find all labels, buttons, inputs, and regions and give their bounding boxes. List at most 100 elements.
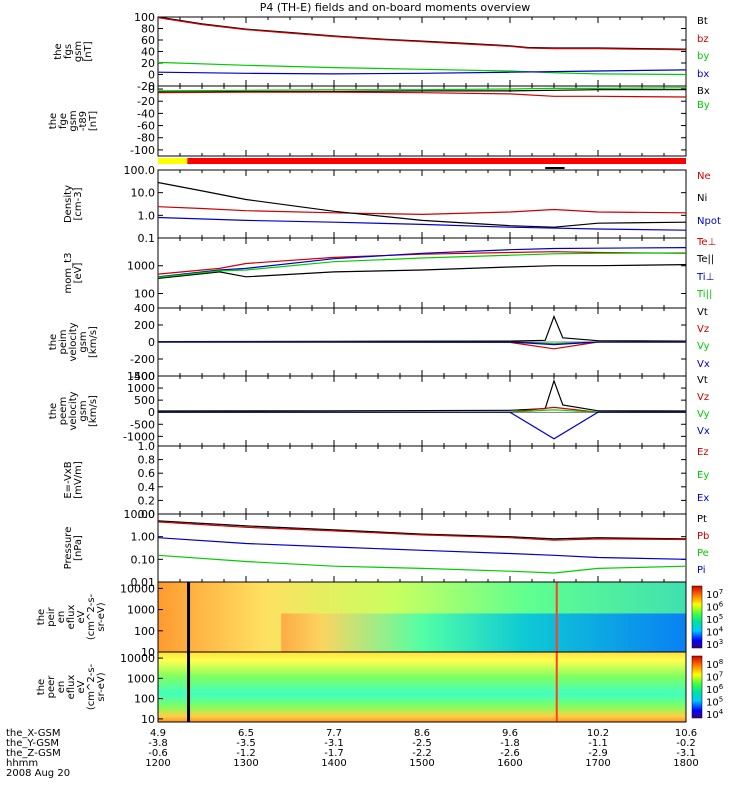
panel-frame xyxy=(157,513,687,583)
y-axis-label: gsm xyxy=(73,41,84,62)
x-axis-value: -1.1 xyxy=(588,738,608,749)
colorbar-tick-label: 106 xyxy=(706,683,724,696)
panel-5: 400 200 0 -200 -400 the peim velocity gsm [km/s] V… xyxy=(48,302,710,383)
legend-entry: Te|| xyxy=(696,254,714,265)
y-axis-label: [mV/m] xyxy=(73,461,84,499)
y-tick-label: 100 xyxy=(134,693,155,706)
x-axis-row-label: the_Y-GSM xyxy=(6,738,59,749)
y-tick-label: -80 xyxy=(137,132,155,145)
y-tick-label: -20 xyxy=(137,95,155,108)
panel-frame xyxy=(157,169,687,239)
series-line-Npot xyxy=(157,216,687,231)
date-label: 2008 Aug 20 xyxy=(6,768,70,779)
y-tick-label: 1500 xyxy=(127,370,155,383)
x-axis-value: 7.7 xyxy=(326,728,342,739)
y-axis-label: [km/s] xyxy=(88,395,99,427)
x-axis-value: 1300 xyxy=(233,758,258,769)
legend-entry: by xyxy=(697,51,709,62)
y-axis-label: gsm xyxy=(78,331,89,352)
legend-entry: Vt xyxy=(697,375,708,386)
y-tick-label: 1000 xyxy=(127,604,155,617)
mode-bar-segment xyxy=(158,158,188,164)
series-line-bx xyxy=(157,69,687,75)
x-axis-value: 1200 xyxy=(145,758,170,769)
colorbar-tick-label: 108 xyxy=(706,658,723,671)
legend-entry: Bx xyxy=(697,86,710,97)
y-tick-label: -400 xyxy=(130,370,155,383)
colorbar-tick-label: 106 xyxy=(706,601,724,614)
spectrogram-2: 10000 1000 100 10 the peer en eflux eV (cm^2-s-sr… xyxy=(36,651,724,726)
y-tick-label: 1.00 xyxy=(131,531,156,544)
y-tick-label: 0 xyxy=(148,336,155,349)
x-axis-row-label: hhmm xyxy=(6,758,38,769)
legend-entry: Pb xyxy=(697,531,709,542)
x-axis-value: 1500 xyxy=(409,758,434,769)
y-axis-label: the xyxy=(36,679,47,695)
y-axis-label: Pressure xyxy=(63,527,74,570)
y-axis-label: velocity xyxy=(68,391,79,430)
y-axis-label: (cm^2-s- xyxy=(86,593,97,640)
y-tick-label: 400 xyxy=(134,302,155,315)
y-tick-label: 10 xyxy=(141,713,155,726)
x-axis-value: -3.1 xyxy=(676,748,696,759)
x-axis-row-label: the_X-GSM xyxy=(6,728,60,739)
series-line-Bz xyxy=(157,91,687,98)
legend-entry: bx xyxy=(697,69,709,80)
y-tick-label: -200 xyxy=(130,353,155,366)
x-axis-value: 6.5 xyxy=(238,728,254,739)
legend-entry: By xyxy=(697,100,710,111)
panel-8: 10.00 1.00 0.10 0.01 Pressure [nPa] Pt Pb Pe Pi xyxy=(63,508,709,589)
legend-entry: Vz xyxy=(697,324,709,335)
y-axis-label: the xyxy=(53,43,64,59)
y-axis-label: fgs xyxy=(63,44,74,59)
y-axis-label: Density xyxy=(63,185,74,223)
y-axis-label: eV xyxy=(76,610,87,623)
y-axis-label: peir xyxy=(46,606,57,626)
series-line-Pe xyxy=(157,554,687,574)
legend-entry: Ti⊥ xyxy=(696,272,714,283)
mode-bar xyxy=(158,158,687,169)
data-gap xyxy=(187,652,191,722)
spectrogram-image xyxy=(158,652,686,722)
colorbar-tick-label: 107 xyxy=(706,671,723,684)
y-axis-label: eflux xyxy=(66,605,77,630)
y-tick-label: -100 xyxy=(130,144,155,157)
y-axis-label: the xyxy=(48,403,59,419)
y-axis-label: en xyxy=(56,681,67,694)
y-tick-label: 10000 xyxy=(120,582,155,595)
y-axis-label: [km/s] xyxy=(88,326,99,358)
series-line-By xyxy=(157,87,687,92)
y-tick-label: 0.4 xyxy=(138,481,156,494)
x-axis-row-label: the_Z-GSM xyxy=(6,748,61,759)
spectrogram-1: 10000 1000 100 10 the peir en eflux eV (cm^2-s-sr… xyxy=(36,581,724,659)
data-gap xyxy=(187,582,191,652)
y-axis-label: fge xyxy=(58,113,69,129)
legend-entry: Vy xyxy=(697,341,710,352)
y-axis-label: sr-eV) xyxy=(96,672,107,701)
panel-frame xyxy=(157,16,687,87)
colorbar-tick-label: 105 xyxy=(706,613,723,626)
y-tick-label: 0.1 xyxy=(138,232,156,245)
y-axis-label: gsm xyxy=(78,400,89,421)
colorbar-tick-label: 104 xyxy=(706,626,724,639)
y-axis-label: (cm^2-s- xyxy=(86,663,97,710)
y-tick-label: -500 xyxy=(130,418,155,431)
y-tick-label: 0.6 xyxy=(138,467,156,480)
x-axis-table: the_X-GSM 4.9 6.5 7.7 8.6 9.6 10.2 10.6 the_Y-GS… xyxy=(6,728,699,779)
y-tick-label: 0 xyxy=(148,83,155,96)
series-line-Vx xyxy=(158,411,686,440)
x-axis-value: -2.9 xyxy=(588,748,608,759)
series-line-Ni xyxy=(157,181,687,228)
legend-entry: Ex xyxy=(697,493,709,504)
legend-entry: Ti|| xyxy=(696,289,712,300)
series-line-Vt xyxy=(157,314,687,343)
legend-entry: bz xyxy=(697,34,709,45)
panel-7: 1.00.80.60.40.20.0 E=-VxB [mV/m] Ez Ey Ex xyxy=(63,440,709,521)
y-tick-label: 80 xyxy=(141,23,155,36)
y-tick-label: 10 xyxy=(141,646,155,659)
y-tick-label: 0.01 xyxy=(131,576,156,589)
series-line-Bx xyxy=(157,89,686,93)
